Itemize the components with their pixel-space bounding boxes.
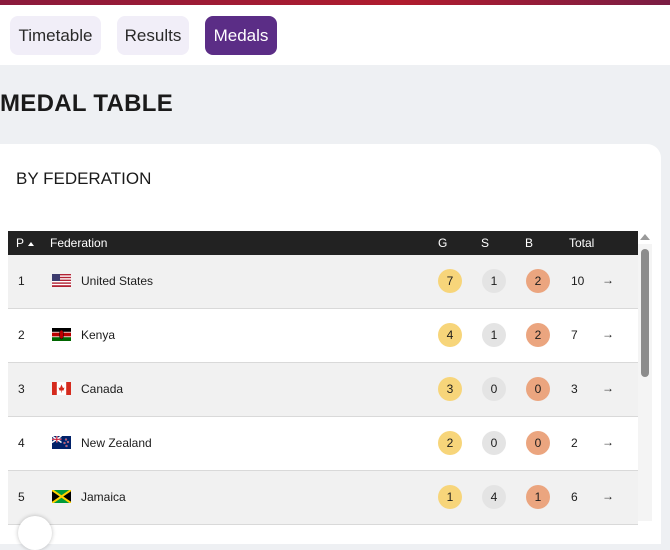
silver-count-badge: 1: [482, 269, 506, 293]
gold-count-badge: 4: [438, 323, 462, 347]
row-position: 2: [18, 328, 25, 342]
flag-us-icon: [52, 274, 71, 287]
federation-name: New Zealand: [81, 436, 152, 450]
gold-count-badge: 7: [438, 269, 462, 293]
flag-jamaica-icon: [52, 490, 71, 503]
row-position: 1: [18, 274, 25, 288]
table-row[interactable]: 2 Kenya 4 1 2 7 →: [8, 309, 638, 363]
silver-count-badge: 0: [482, 377, 506, 401]
tab-timetable[interactable]: Timetable: [10, 16, 101, 55]
arrow-right-icon[interactable]: →: [602, 381, 614, 395]
bronze-count-badge: 0: [526, 377, 550, 401]
federation-name: Jamaica: [81, 490, 126, 504]
arrow-right-icon[interactable]: →: [602, 273, 614, 287]
bronze-count-badge: 2: [526, 269, 550, 293]
page-title: MEDAL TABLE: [0, 90, 174, 117]
column-header-total[interactable]: Total: [569, 236, 595, 250]
table-row[interactable]: 1 United States 7 1 2 10 →: [8, 255, 638, 309]
bronze-count-badge: 1: [526, 485, 550, 509]
row-position: 4: [18, 436, 25, 450]
total-count: 3: [571, 382, 578, 396]
arrow-right-icon[interactable]: →: [602, 435, 614, 449]
column-header-position[interactable]: P: [16, 236, 34, 250]
flag-canada-icon: [52, 382, 71, 395]
bronze-count-badge: 2: [526, 323, 550, 347]
total-count: 7: [571, 328, 578, 342]
federation-name: Kenya: [81, 328, 116, 342]
silver-count-badge: 1: [482, 323, 506, 347]
total-count: 6: [571, 490, 578, 504]
total-count: 10: [571, 274, 585, 288]
bronze-count-badge: 0: [526, 431, 550, 455]
medal-table-card: BY FEDERATION P Federation G S B Total 1: [0, 144, 661, 544]
column-header-federation[interactable]: Federation: [50, 236, 108, 250]
gold-count-badge: 1: [438, 485, 462, 509]
sort-ascending-icon: [28, 242, 34, 246]
gold-count-badge: 2: [438, 431, 462, 455]
row-position: 3: [18, 382, 25, 396]
column-header-silver[interactable]: S: [481, 236, 490, 250]
floating-action-button[interactable]: [18, 516, 52, 550]
gold-count-badge: 3: [438, 377, 462, 401]
tab-bar: Timetable Results Medals: [0, 5, 670, 65]
flag-new-zealand-icon: [52, 436, 71, 449]
arrow-right-icon[interactable]: →: [602, 327, 614, 341]
table-row[interactable]: 5 Jamaica 1 4 1 6 →: [8, 471, 638, 525]
flag-kenya-icon: [52, 328, 71, 341]
silver-count-badge: 0: [482, 431, 506, 455]
brand-top-bar: [0, 0, 670, 5]
scroll-up-arrow-icon[interactable]: [640, 234, 650, 240]
medal-table: P Federation G S B Total 1 United States…: [8, 231, 638, 525]
tab-medals[interactable]: Medals: [205, 16, 277, 55]
tab-results[interactable]: Results: [117, 16, 189, 55]
scrollbar-thumb[interactable]: [641, 249, 649, 377]
table-header: P Federation G S B Total: [8, 231, 638, 255]
arrow-right-icon[interactable]: →: [602, 489, 614, 503]
table-row[interactable]: 3 Canada 3 0 0 3 →: [8, 363, 638, 417]
column-header-gold[interactable]: G: [438, 236, 448, 250]
silver-count-badge: 4: [482, 485, 506, 509]
section-title: BY FEDERATION: [16, 169, 152, 188]
federation-name: Canada: [81, 382, 124, 396]
column-header-position-label: P: [16, 236, 25, 250]
row-position: 5: [18, 490, 25, 504]
table-row[interactable]: 4 New Zealand 2 0 0 2 →: [8, 417, 638, 471]
total-count: 2: [571, 436, 578, 450]
column-header-bronze[interactable]: B: [525, 236, 534, 250]
federation-name: United States: [81, 274, 154, 288]
